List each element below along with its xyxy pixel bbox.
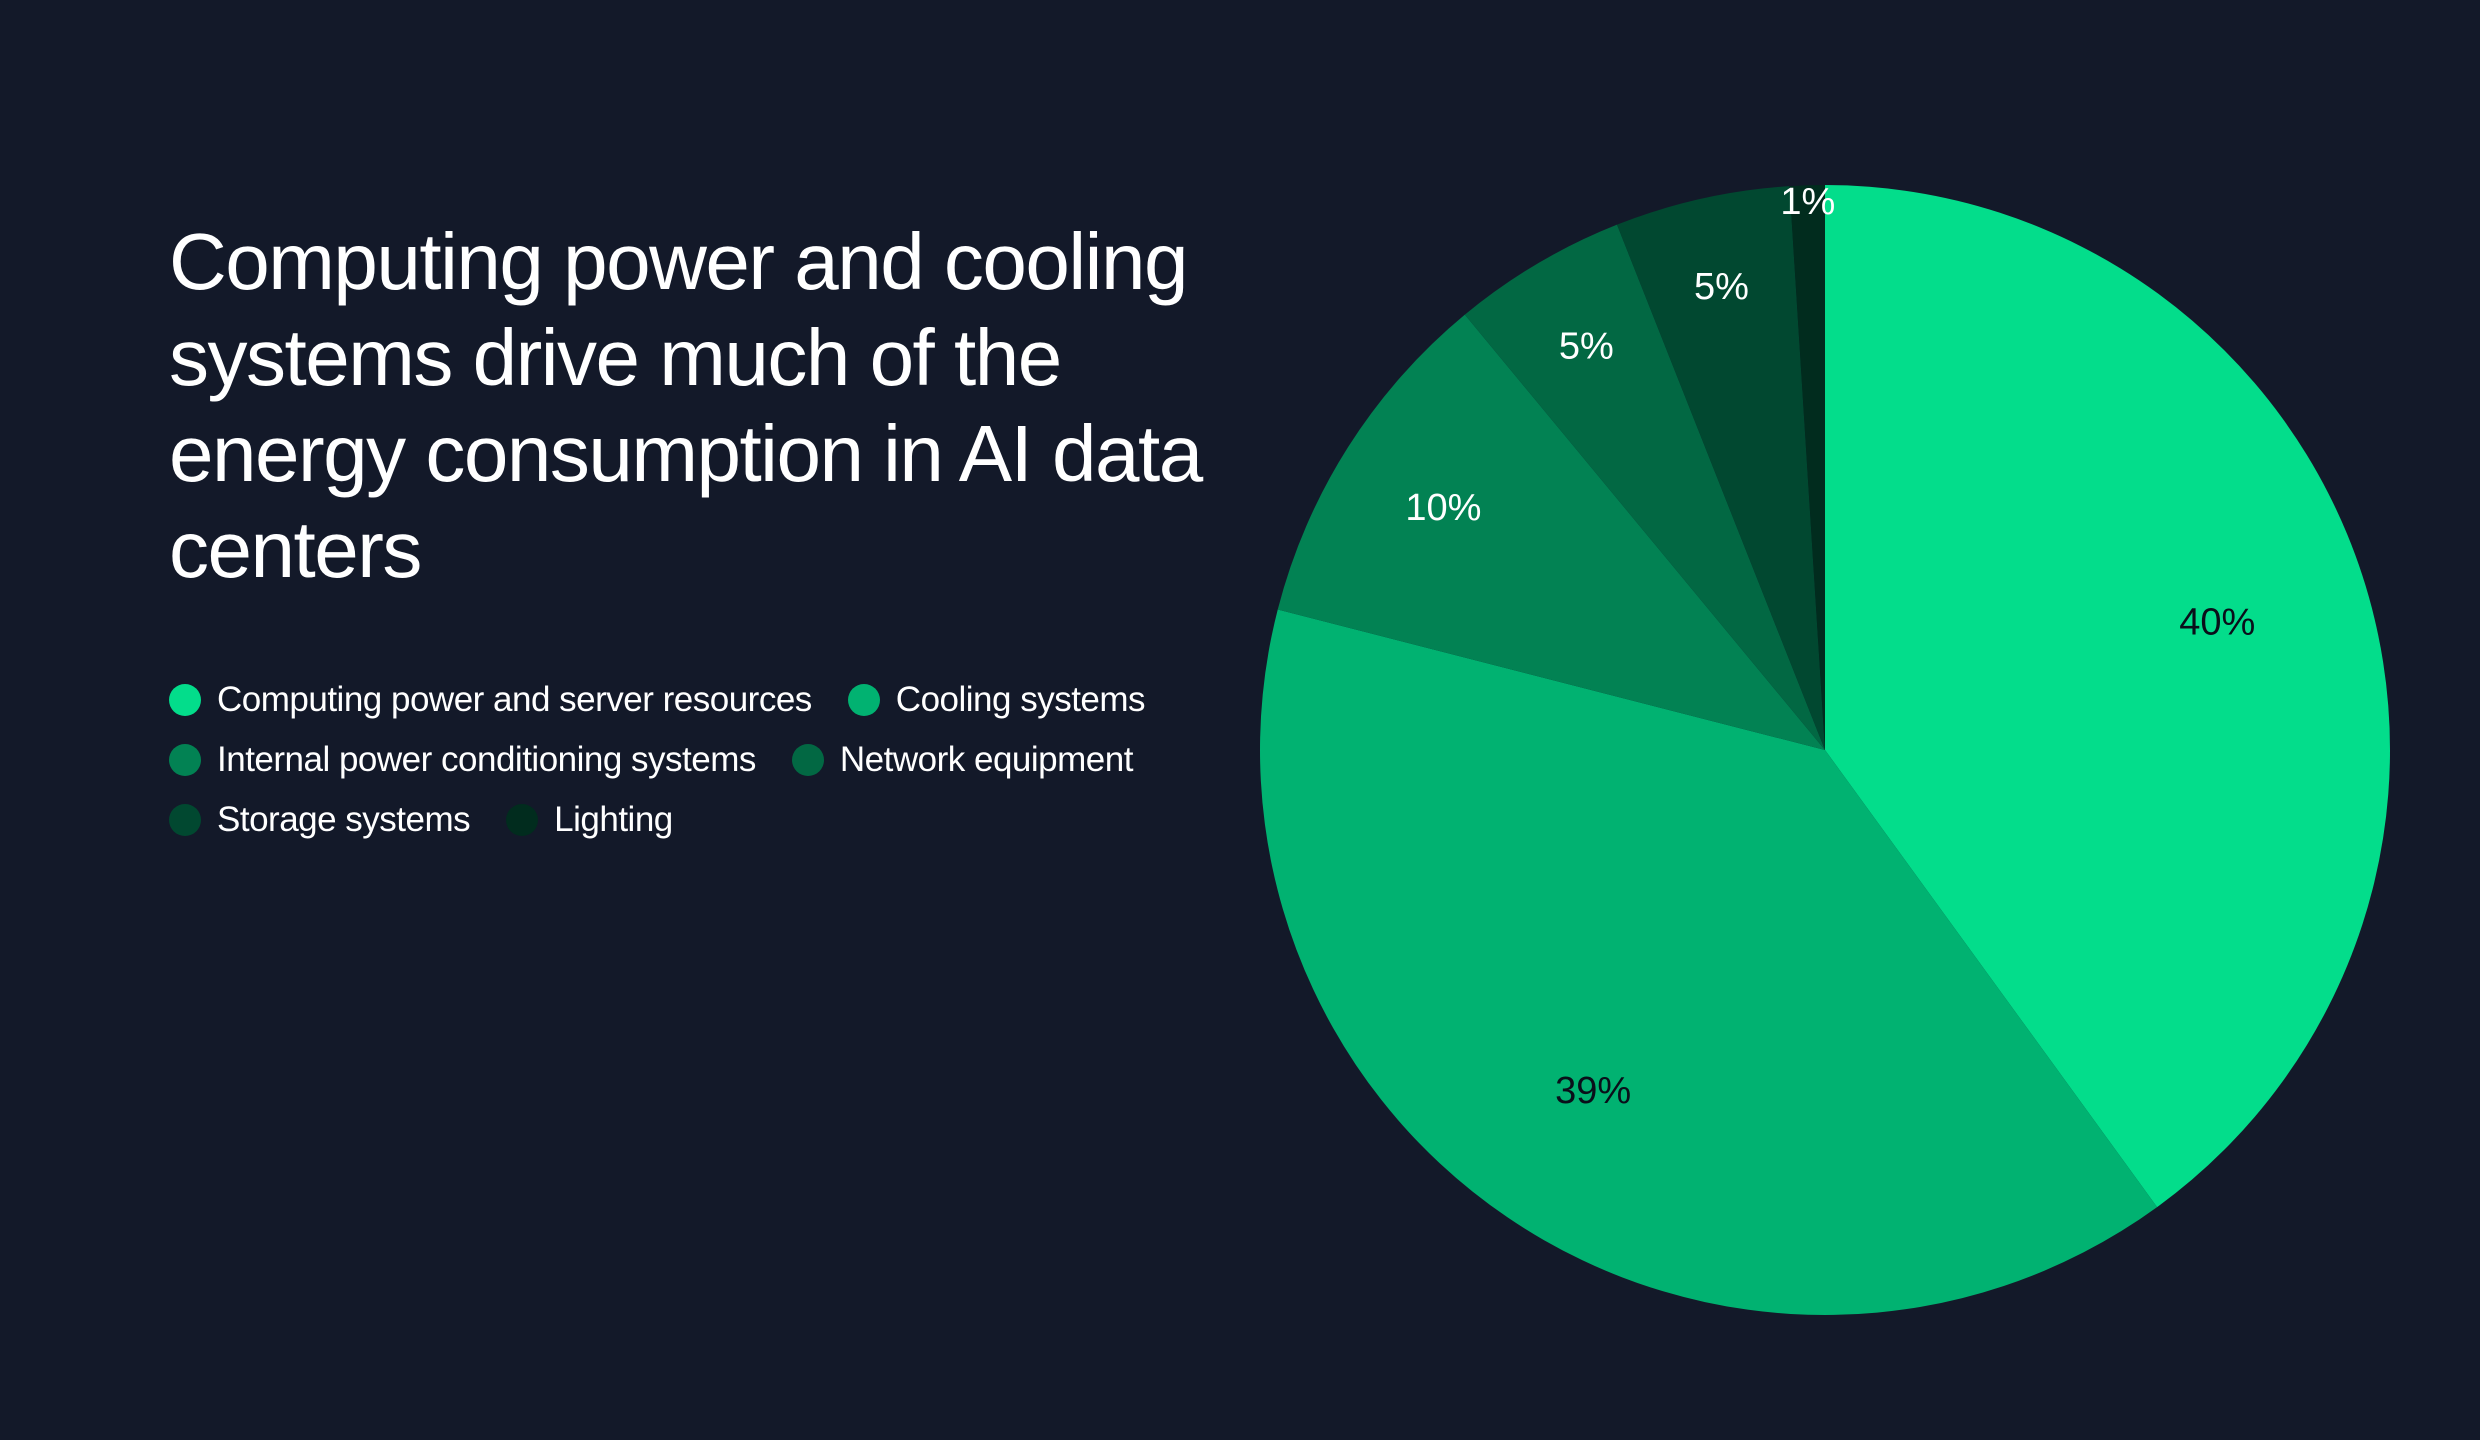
slice-label: 39% [1555, 1070, 1631, 1112]
slice-label: 10% [1405, 487, 1481, 529]
pie-slice [1260, 609, 2158, 1315]
slice-label: 5% [1694, 266, 1749, 308]
legend-item-computing: Computing power and server resources [169, 680, 812, 720]
legend-item-power-conditioning: Internal power conditioning systems [169, 740, 756, 780]
slice-label: 1% [1780, 181, 1835, 223]
pie-slice [1617, 186, 1825, 751]
legend-item-cooling: Cooling systems [847, 680, 1146, 720]
pie-slice [1464, 224, 1825, 751]
legend-row: Internal power conditioning systems Netw… [169, 730, 1229, 790]
legend-item-lighting: Lighting [506, 800, 673, 840]
legend-swatch-power-conditioning [169, 744, 201, 776]
legend-swatch-storage [169, 804, 201, 836]
legend-row: Storage systems Lighting [169, 790, 1229, 850]
legend-label-lighting: Lighting [554, 800, 673, 839]
legend: Computing power and server resources Coo… [169, 670, 1229, 850]
legend-swatch-cooling [847, 684, 880, 716]
pie-slice [1825, 185, 2390, 1208]
legend-label-network: Network equipment [839, 740, 1134, 779]
legend-item-storage: Storage systems [169, 800, 471, 840]
legend-label-computing: Computing power and server resources [217, 680, 812, 719]
legend-swatch-network [791, 744, 824, 776]
slice-label: 40% [2179, 602, 2255, 644]
legend-row: Computing power and server resources Coo… [169, 670, 1229, 730]
chart-title: Computing power and cooling systems driv… [169, 217, 1203, 594]
pie-slice [1277, 314, 1825, 750]
legend-label-cooling: Cooling systems [895, 680, 1146, 719]
legend-swatch-computing [169, 684, 201, 716]
legend-label-storage: Storage systems [217, 800, 471, 839]
legend-item-network: Network equipment [791, 740, 1134, 780]
legend-swatch-lighting [506, 804, 539, 836]
pie-chart: 40% 39% 10% 5% 5% 1% [1260, 181, 2390, 1315]
pie-slice [1789, 185, 1825, 750]
slice-label: 5% [1559, 325, 1614, 367]
legend-label-power-conditioning: Internal power conditioning systems [217, 740, 756, 779]
